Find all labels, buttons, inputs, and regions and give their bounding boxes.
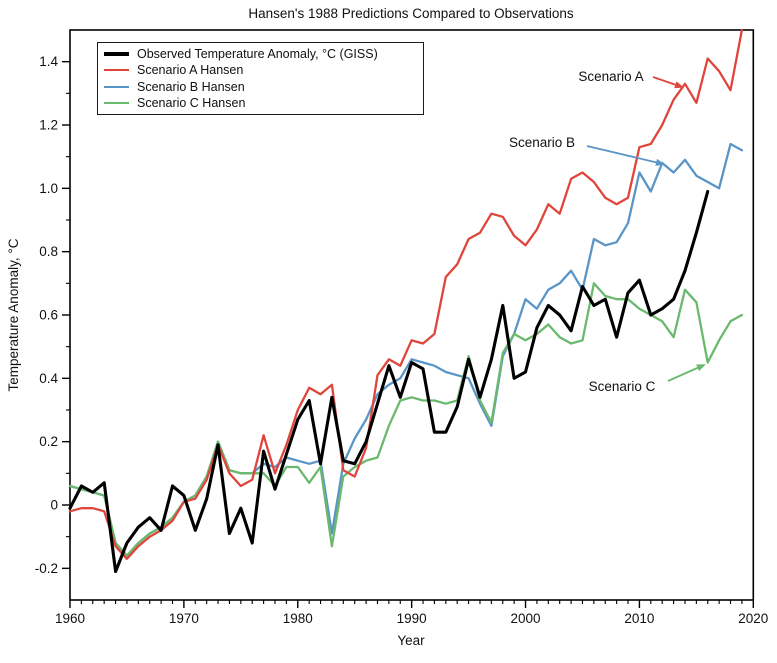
series-scenario-c-hansen [68,282,744,557]
y-tick-label: 1.2 [39,118,58,133]
y-tick-label: 0.6 [39,308,58,323]
legend-item: Scenario C Hansen [104,95,417,111]
legend-swatch [104,102,129,105]
annotation-arrow-scenario-b [586,145,664,165]
legend-label: Scenario C Hansen [137,96,246,111]
legend-item: Observed Temperature Anomaly, °C (GISS) [104,46,417,62]
y-tick-label: 0.8 [39,244,58,259]
x-tick-label: 1980 [283,611,313,626]
x-axis-label: Year [397,633,425,648]
y-tick-label: -0.2 [35,561,58,576]
series-scenario-a-hansen [68,28,744,560]
y-axis-label: Temperature Anomaly, °C [6,238,21,391]
x-tick-label: 2020 [738,611,768,626]
chart-title: Hansen's 1988 Predictions Compared to Ob… [248,6,574,21]
x-tick-label: 2000 [511,611,541,626]
annotation-label-scenario-b: Scenario B [509,135,575,150]
annotation-arrowhead-scenario-b [655,158,665,166]
x-tick-label: 1990 [397,611,427,626]
y-tick-label: 0.4 [39,371,58,386]
y-tick-label: 1.0 [39,181,58,196]
annotation-arrowhead-scenario-c [696,364,706,372]
y-tick-label: 1.4 [39,54,58,69]
x-tick-label: 2010 [624,611,654,626]
plot-area: 1960 1970 1980 1990 2000 2010 2020 -0.2 0 0.2 0.4 0… [35,28,768,626]
legend-item: Scenario B Hansen [104,79,417,95]
series-observed-temperature-anomaly-c-giss- [68,189,710,574]
legend-label: Scenario A Hansen [137,63,244,78]
annotation-label-scenario-a: Scenario A [578,69,643,84]
legend-label: Observed Temperature Anomaly, °C (GISS) [137,46,378,61]
legend-swatch [104,69,129,72]
annotation-arrowhead-scenario-a [674,81,684,89]
annotation-label-scenario-c: Scenario C [589,379,656,394]
legend-label: Scenario B Hansen [137,79,245,94]
legend-box: Observed Temperature Anomaly, °C (GISS) S… [97,42,424,115]
legend-swatch [104,85,129,88]
y-tick-label: 0 [50,498,58,513]
x-tick-label: 1960 [55,611,85,626]
legend-swatch [104,51,129,56]
legend-item: Scenario A Hansen [104,62,417,78]
y-tick-label: 0.2 [39,434,58,449]
x-tick-label: 1970 [169,611,199,626]
